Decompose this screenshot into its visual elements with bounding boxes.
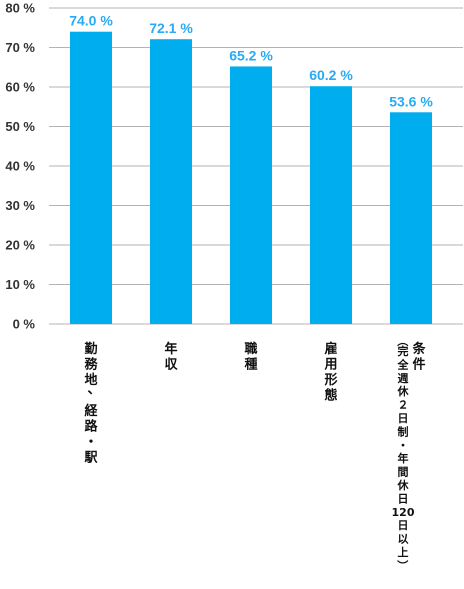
x-category-note-char: 週 xyxy=(398,371,409,385)
x-category-char: 職 xyxy=(244,341,257,357)
x-category-char: 駅 xyxy=(83,451,98,466)
x-category-note-char: 年 xyxy=(398,451,409,465)
x-category-char: 件 xyxy=(412,357,425,373)
data-label: 74.0 % xyxy=(69,13,113,29)
x-category-label: 職種 xyxy=(244,341,257,373)
x-category-char: 形 xyxy=(324,373,337,388)
x-category-note-char: 休 xyxy=(397,478,410,492)
x-category-char: 地 xyxy=(84,372,97,388)
x-category-char: 勤 xyxy=(84,341,97,357)
x-category-note-char: 制 xyxy=(398,424,409,438)
x-category-note-char: 間 xyxy=(398,466,409,479)
x-category-char: 種 xyxy=(244,357,257,373)
x-category-note-char: 上 xyxy=(398,545,409,559)
x-category-char: 路 xyxy=(84,419,98,435)
y-axis-tick-labels: 0 % 10 % 20 % 30 % 40 % 50 % 60 % 70 % 80 % xyxy=(5,1,35,332)
x-category-label: 年収 xyxy=(164,341,178,373)
y-tick-label: 10 % xyxy=(5,277,35,292)
x-category-char: ・ xyxy=(84,435,97,450)
x-category-char: 年 xyxy=(164,341,177,357)
x-category-note-char: 日 xyxy=(398,519,409,532)
y-tick-label: 0 % xyxy=(13,317,36,332)
bars xyxy=(70,31,432,325)
data-label: 65.2 % xyxy=(229,47,273,63)
bar xyxy=(70,31,112,324)
x-category-char: 雇 xyxy=(324,341,337,357)
x-category-char: 条 xyxy=(412,341,426,357)
bar xyxy=(390,112,432,324)
bar xyxy=(230,66,272,325)
x-category-note-char: ２ xyxy=(398,399,409,412)
x-category-note-char: 完 xyxy=(398,344,409,358)
data-label: 60.2 % xyxy=(309,67,353,83)
y-tick-label: 60 % xyxy=(5,80,35,95)
x-category-note-char: 日 xyxy=(398,412,409,425)
data-label: 72.1 % xyxy=(149,20,193,36)
y-tick-label: 40 % xyxy=(5,159,35,174)
data-labels: 74.0 % 72.1 % 65.2 % 60.2 % 53.6 % xyxy=(69,13,433,110)
x-category-note-char: 120 xyxy=(392,506,415,519)
x-category-char: 経 xyxy=(84,403,98,419)
x-category-char: 用 xyxy=(323,358,337,373)
x-category-note-char: ・ xyxy=(398,439,409,452)
x-category-char: 態 xyxy=(324,388,337,404)
x-category-char: 務 xyxy=(84,357,98,373)
x-category-note-char: 休 xyxy=(397,384,410,398)
x-category-note-char: （ xyxy=(396,336,409,347)
x-category-char: 収 xyxy=(164,358,178,373)
y-tick-label: 70 % xyxy=(5,40,35,55)
x-category-note-char: 日 xyxy=(398,492,409,505)
x-category-note-char: ） xyxy=(396,560,409,571)
x-category-label: 勤務地、経路・駅 xyxy=(83,341,100,466)
x-category-note-char: 全 xyxy=(397,357,410,371)
bar xyxy=(150,39,192,324)
x-category-note-char: 以 xyxy=(398,533,409,546)
bar xyxy=(310,86,352,325)
data-label: 53.6 % xyxy=(389,93,433,109)
y-tick-label: 50 % xyxy=(5,119,35,134)
x-category-label: 条件 xyxy=(412,341,426,373)
y-tick-label: 20 % xyxy=(5,238,35,253)
y-tick-label: 80 % xyxy=(5,1,35,16)
x-category-char: 、 xyxy=(87,383,100,398)
y-tick-label: 30 % xyxy=(5,198,35,213)
